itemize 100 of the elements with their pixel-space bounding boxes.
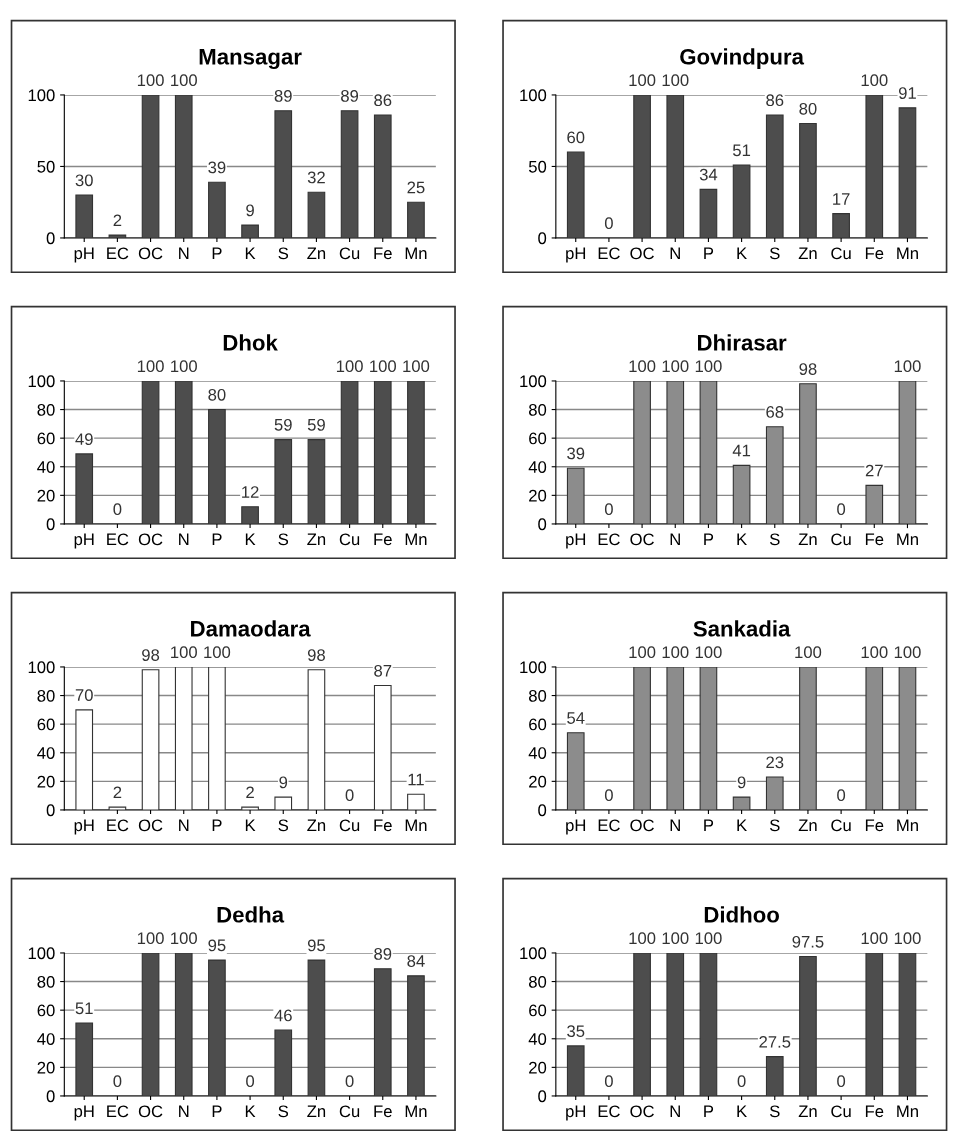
x-tick-label: pH [74, 533, 94, 549]
x-tick-label: OC [630, 533, 654, 546]
y-tick-label: 40 [528, 461, 547, 473]
data-label: 0 [345, 789, 354, 802]
bar [75, 194, 94, 238]
x-tick-label: Mn [897, 247, 918, 260]
x-tick-label: EC [107, 819, 129, 832]
bar [340, 380, 359, 524]
data-label: 0 [604, 503, 613, 516]
x-tick-label: N [670, 1105, 680, 1118]
data-label: 80 [799, 102, 817, 115]
data-label: 100 [861, 74, 888, 87]
bar [274, 796, 293, 810]
bar [340, 110, 359, 238]
y-tick-label: 80 [529, 403, 547, 416]
y-tick-label: 60 [37, 1004, 55, 1017]
x-tick-label: P [704, 533, 714, 546]
bar [898, 952, 917, 1096]
x-tick-label: K [245, 247, 256, 260]
data-label: 98 [307, 649, 325, 661]
bar [732, 164, 751, 238]
x-tick-label: OC [630, 1105, 654, 1118]
data-label: 80 [208, 388, 226, 401]
bar [75, 453, 94, 524]
y-tick-label: 0 [46, 1090, 55, 1103]
bar [75, 709, 94, 810]
data-label: 30 [75, 174, 93, 187]
data-label: 54 [567, 712, 585, 724]
chart-title: Mansagar [199, 49, 302, 70]
x-tick-label: Cu [339, 819, 360, 832]
chart-title: Dhok [223, 334, 278, 351]
y-tick-label: 0 [46, 804, 55, 817]
y-tick-label: 100 [520, 947, 547, 960]
bar [174, 666, 193, 810]
x-tick-label: EC [107, 533, 129, 546]
x-tick-label: Zn [798, 1105, 817, 1118]
y-tick-label: 100 [520, 89, 547, 102]
bar [407, 380, 425, 524]
data-label: 0 [113, 503, 122, 516]
data-label: 70 [75, 689, 93, 701]
x-tick-label: N [670, 533, 680, 546]
data-label: 11 [408, 773, 424, 786]
bar [832, 213, 850, 238]
x-tick-label: Zn [307, 247, 326, 260]
x-tick-label: P [704, 1105, 714, 1118]
bar [108, 806, 127, 810]
data-label: 0 [604, 789, 613, 802]
bar [274, 439, 293, 524]
data-label: 100 [662, 74, 689, 87]
bar [407, 201, 425, 238]
chart-title: Govindpura [680, 48, 805, 70]
bar [799, 122, 817, 238]
x-tick-label: Fe [865, 247, 884, 260]
data-label: 100 [795, 646, 822, 659]
data-label: 9 [246, 204, 254, 217]
x-tick-label: Cu [831, 819, 851, 832]
y-tick-label: 80 [37, 975, 55, 988]
y-tick-label: 20 [529, 1061, 547, 1074]
data-label: 0 [837, 503, 846, 516]
data-label: 100 [336, 360, 363, 373]
data-label: 100 [171, 932, 197, 945]
data-label: 97.5 [792, 935, 824, 948]
data-label: 25 [407, 181, 425, 194]
x-tick-label: P [212, 247, 222, 260]
y-tick-label: 40 [528, 747, 547, 759]
data-label: 91 [898, 87, 916, 99]
x-tick-label: Mn [897, 533, 918, 546]
x-tick-label: Cu [339, 247, 360, 260]
bar [208, 408, 226, 524]
y-tick-label: 100 [520, 661, 547, 674]
x-tick-label: N [670, 819, 680, 832]
x-tick-label: EC [598, 1105, 620, 1118]
data-label: 100 [629, 74, 656, 87]
data-label: 49 [75, 433, 93, 446]
chart-title: Didhoo [704, 906, 779, 923]
y-tick-label: 100 [28, 375, 55, 388]
data-label: 100 [171, 360, 197, 373]
x-tick-label: S [278, 533, 289, 546]
x-tick-label: S [769, 247, 780, 260]
data-label: 100 [171, 74, 197, 87]
data-label: 0 [345, 1075, 354, 1088]
data-label: 100 [861, 646, 888, 659]
x-tick-label: Cu [831, 533, 851, 546]
x-tick-label: pH [566, 1105, 586, 1121]
x-tick-label: Fe [374, 247, 392, 260]
bar [373, 684, 392, 810]
chart-title: Dhirasar [698, 334, 787, 351]
data-label: 35 [567, 1025, 585, 1038]
data-label: 89 [374, 948, 392, 960]
x-tick-label: OC [138, 1105, 163, 1118]
y-tick-label: 40 [37, 1033, 55, 1045]
data-label: 39 [567, 447, 585, 460]
bar [307, 191, 326, 238]
y-tick-label: 100 [28, 661, 55, 674]
x-tick-label: EC [107, 1105, 129, 1118]
bar [633, 952, 651, 1096]
y-tick-label: 20 [37, 775, 55, 788]
data-label: 100 [629, 360, 656, 373]
data-label: 51 [733, 144, 751, 157]
data-label: 2 [246, 786, 254, 799]
